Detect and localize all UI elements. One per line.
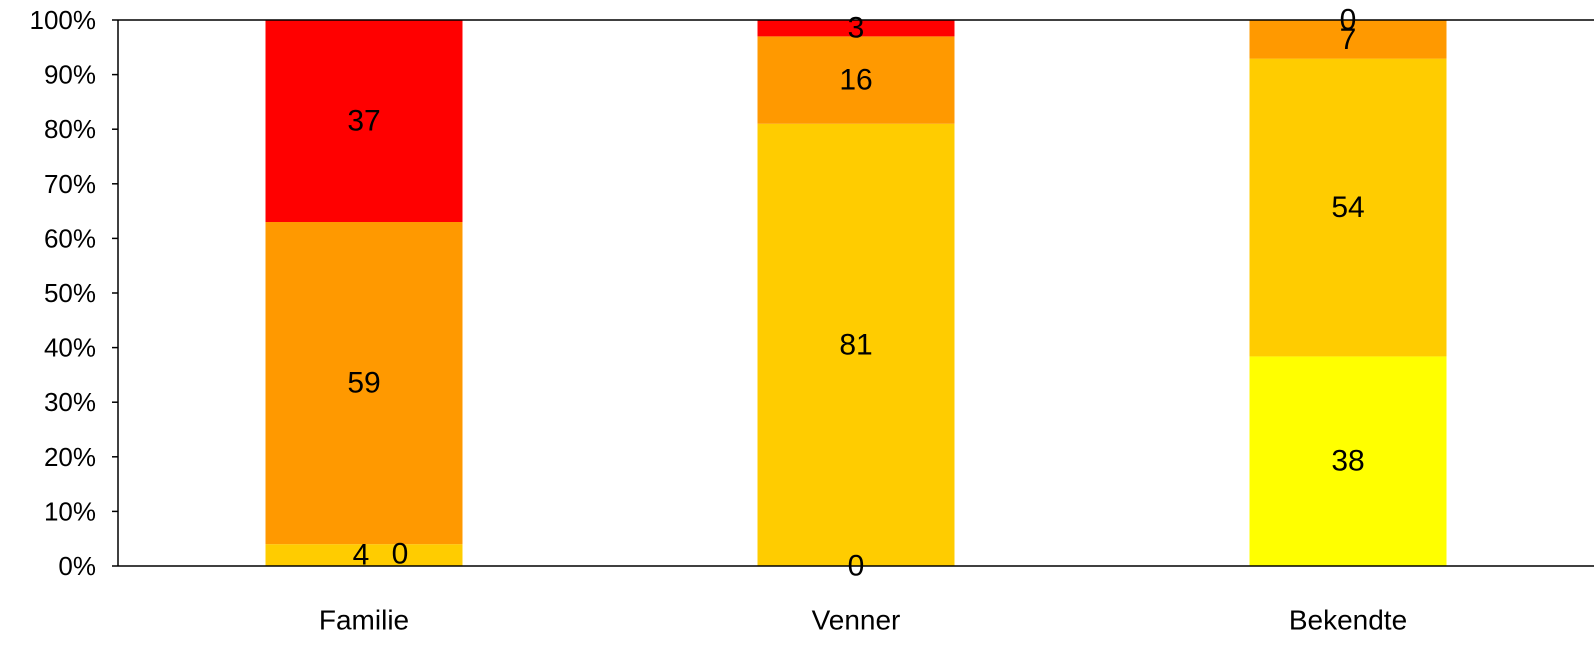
bar-segment [265, 222, 463, 545]
y-tick-label: 20% [44, 442, 96, 472]
bar-segment [1249, 356, 1447, 566]
y-tick-label: 0% [58, 551, 96, 581]
axes-group: 0% 10% 20% 30% 40% 50% 60% 70% 80% 90% 100% Familie… [30, 5, 1594, 636]
segment-label: 16 [839, 64, 872, 97]
x-category-label: Familie [319, 605, 409, 636]
y-tick-label: 60% [44, 223, 96, 253]
y-tick-label: 70% [44, 169, 96, 199]
segment-label: 54 [1331, 191, 1364, 224]
segment-label: 59 [347, 367, 380, 400]
y-tick-label: 100% [30, 5, 97, 35]
x-category-label: Bekendte [1289, 605, 1407, 636]
segment-label: 7 [1340, 23, 1357, 56]
segment-label: 3 [848, 12, 865, 45]
y-tick-label: 30% [44, 387, 96, 417]
segment-label: 4 [353, 539, 370, 572]
segment-label: 0 [392, 538, 409, 571]
segment-label: 37 [347, 105, 380, 138]
bar-segment [265, 544, 463, 566]
segment-label: 81 [839, 328, 872, 361]
y-tick-label: 50% [44, 278, 96, 308]
bar-segment [1249, 20, 1447, 59]
bar-segment [757, 123, 955, 567]
y-tick-label: 40% [44, 333, 96, 363]
segment-label: 38 [1331, 445, 1364, 478]
x-category-label: Venner [812, 605, 901, 636]
bar-segment [757, 20, 955, 37]
y-tick-label: 10% [44, 496, 96, 526]
bar-segment [265, 20, 463, 223]
y-tick-label: 80% [44, 114, 96, 144]
bar-segment [757, 36, 955, 124]
bars-group [265, 20, 1447, 567]
y-tick-label: 90% [44, 60, 96, 90]
bar-segment [1249, 58, 1447, 357]
